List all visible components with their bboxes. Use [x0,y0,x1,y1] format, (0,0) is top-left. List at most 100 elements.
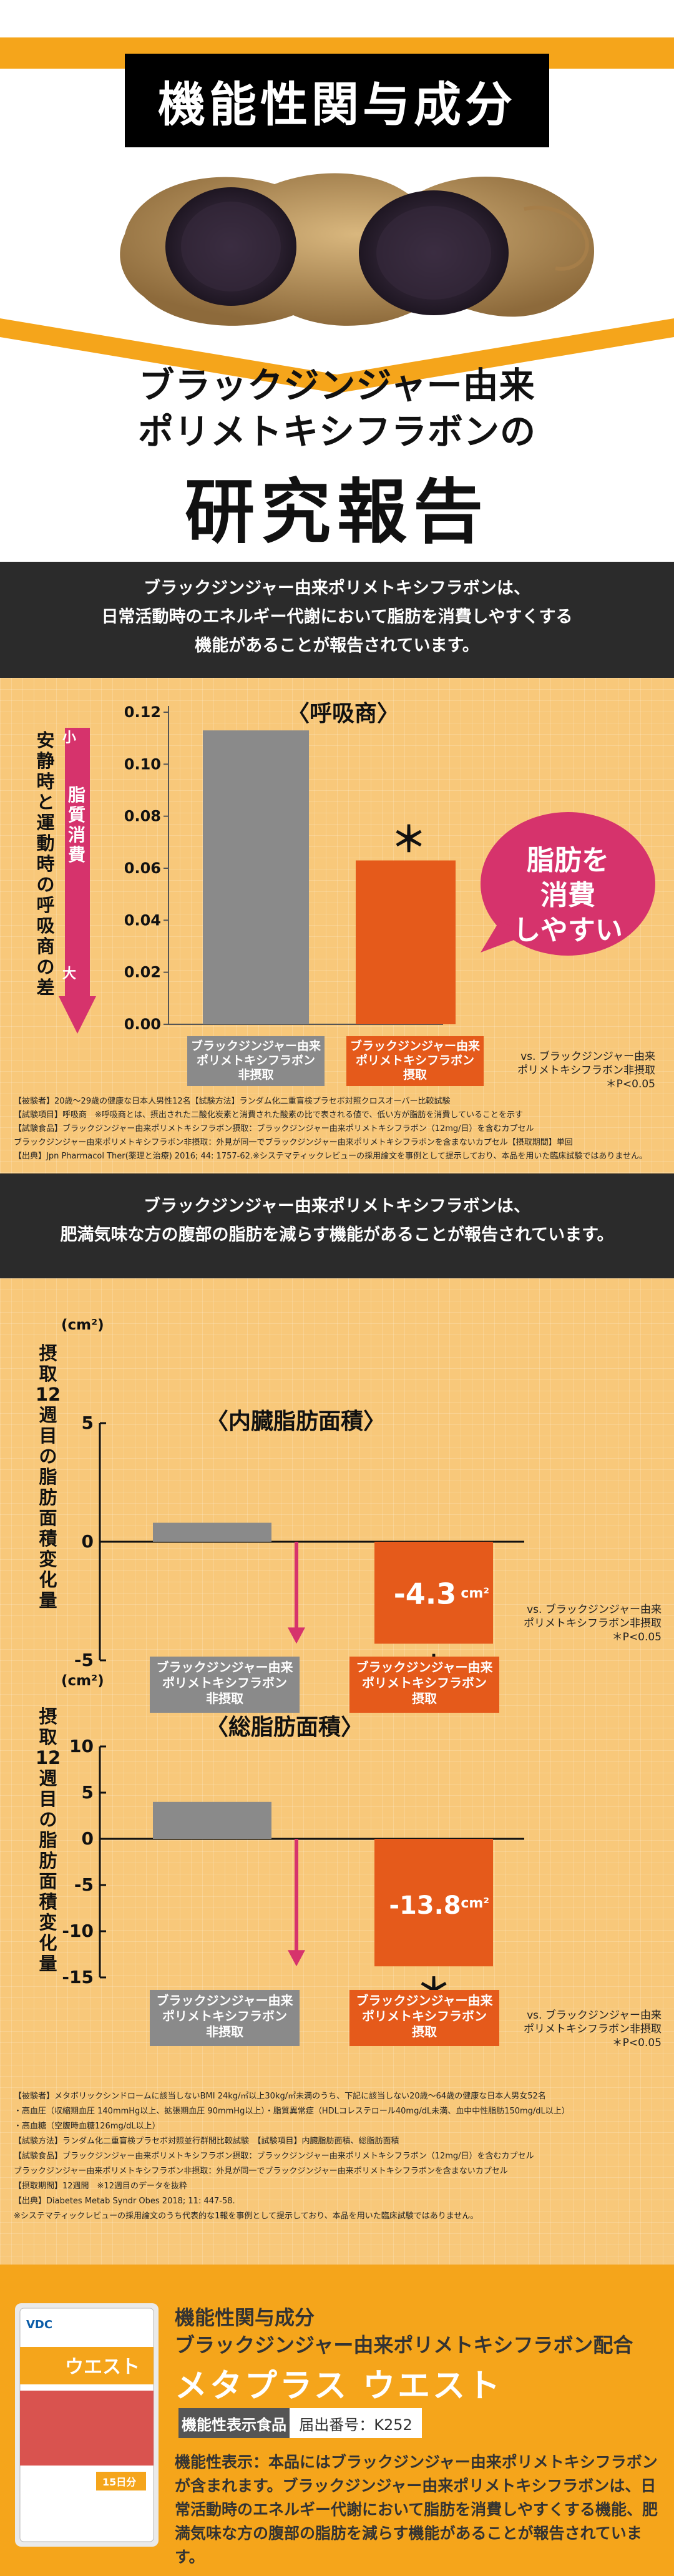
y-tick-label: 5 [82,1782,94,1803]
y-tick-label: 0 [82,1828,94,1849]
footnote-line: 【試験食品】ブラックジンジャー由来ポリメトキシフラボン摂取：ブラックジンジャー由… [14,1124,534,1134]
footer-subtitle-2: ブラックジンジャー由来ポリメトキシフラボン配合 [175,2333,633,2357]
category-line: ブラックジンジャー由来 ポリメトキシフラボン 摂取 [356,1993,493,2039]
vs-note: vs. ブラックジンジャー由来 ポリメトキシフラボン非摂取 ＊P<0.05 [499,1050,655,1091]
footnote-line: 【摂取期間】12週間 ※12週目のデータを抜粋 [14,2182,187,2191]
intro-2-line: 肥満気味な方の腹部の脂肪を減らす機能があることが報告されています。 [60,1225,614,1245]
category-line: ブラックジンジャー由来 ポリメトキシフラボン 摂取 [356,1660,493,1706]
footnote-line: 【被験者】20歳〜29歳の健康な日本人男性12名【試験方法】ランダム化二重盲検プ… [14,1097,451,1106]
notification-badge: 機能性表示食品 届出番号：K252 [178,2408,422,2438]
y-axis-label: 摂取12週目の脂肪面積変化量 [35,1343,61,1611]
footnote-line: 【被験者】メタボリックシンドロームに該当しないBMI 24kg/㎡以上30kg/… [14,2092,546,2101]
bar-non-intake [153,1522,271,1542]
footer-subtitle-1: 機能性関与成分 [175,2306,315,2329]
value-unit: cm² [461,1586,489,1602]
difference-arrow-head [288,1627,305,1644]
footnote-line: ブラックジンジャー由来ポリメトキシフラボン非摂取：外見が同一でブラックジンジャー… [14,2167,508,2176]
bar-non-intake [153,1801,271,1839]
fat-area-panel: (cm²) 摂取12週目の脂肪面積変化量 〈内臓脂肪面積〉 5 0 -5 -4.3 cm… [0,1278,674,2265]
category-label-non-intake: ブラックジンジャー由来 ポリメトキシフラボン 非摂取 [187,1036,325,1086]
y-tick-label: 0.08 [124,808,161,825]
y-tick-label: 10 [69,1736,94,1756]
hero-section: 機能性関与成分 ブラックジンジャー由 [0,0,674,562]
footnote-line: ※システマティックレビューの採用論文のうち代表的な1報を事例として提示しており、… [14,2211,479,2221]
footnote-line: 【試験方法】ランダム化二重盲検プラセボ対照並行群間比較試験 【試験項目】内臓脂肪… [14,2137,399,2146]
y-tick-label: 5 [82,1413,94,1433]
badge-number: 届出番号：K252 [290,2408,422,2438]
category-label-intake: ブラックジンジャー由来 ポリメトキシフラボン 摂取 [349,1990,499,2046]
arrow-fat-label: 脂質消費 [68,785,86,865]
hero-title: 機能性関与成分 [158,77,516,132]
significance-star: ＊ [391,820,426,861]
category-label-intake: ブラックジンジャー由来 ポリメトキシフラボン 摂取 [346,1036,484,1086]
vs-line: ＊P<0.05 [612,2037,662,2049]
respiratory-quotient-panel: 小 脂質消費 大 安静時と運動時の呼吸商の差 〈呼吸商〉 0.00 0.02 0.0… [0,678,674,1173]
black-ginger-image [120,173,595,326]
intro-1-line: 機能があることが報告されています。 [195,636,479,655]
category-label-non-intake: ブラックジンジャー由来 ポリメトキシフラボン 非摂取 [150,1990,300,2046]
pkg-name: ウエスト [65,2356,140,2378]
y-tick-label: -15 [62,1967,94,1987]
category-label-intake: ブラックジンジャー由来 ポリメトキシフラボン 摂取 [349,1657,499,1713]
category-line: ブラックジンジャー由来 ポリメトキシフラボン 非摂取 [156,1993,293,2039]
vs-line: vs. ブラックジンジャー由来 [520,1050,655,1063]
respiratory-quotient-chart: 0.00 0.02 0.04 0.06 0.08 0.10 0.12 ＊ [124,703,456,1033]
vs-line: vs. ブラックジンジャー由来 [527,2009,662,2022]
category-line: ブラックジンジャー由来 ポリメトキシフラボン 摂取 [349,1039,481,1082]
y-tick-label: 0 [82,1531,94,1552]
y-tick-label: -10 [62,1921,94,1941]
arrow-small-label: 小 [62,730,77,746]
intro-2-line: ブラックジンジャー由来ポリメトキシフラボンは、 [144,1197,530,1216]
pkg-days: 15日分 [102,2476,136,2488]
y-tick-label: 0.06 [124,859,161,877]
unit-label: (cm²) [61,1317,104,1333]
footnote-line: ・高血圧（収縮期血圧 140mmHg以上、拡張期血圧 90mmHg以上）・脂質異… [14,2107,570,2116]
vs-line: ＊P<0.05 [605,1078,655,1090]
y-tick-label: 0.00 [124,1016,161,1033]
burst-text: 脂肪を 消費 しやすい [474,843,662,948]
y-axis-label: 摂取12週目の脂肪面積変化量 [35,1706,61,1974]
vs-line: ポリメトキシフラボン非摂取 [517,1064,655,1077]
footnote-line: ブラックジンジャー由来ポリメトキシフラボン非摂取：外見が同一でブラックジンジャー… [14,1138,573,1147]
chart-title: 〈内臓脂肪面積〉 [206,1409,386,1434]
vs-line: ＊P<0.05 [612,1631,662,1643]
burst-line: しやすい [513,914,623,946]
vs-line: ポリメトキシフラボン非摂取 [524,2023,662,2035]
fat-consumption-arrow [59,728,96,1034]
difference-arrow-head [288,1950,305,1967]
category-label-non-intake: ブラックジンジャー由来 ポリメトキシフラボン 非摂取 [150,1657,300,1713]
bar-intake [356,860,456,1024]
y-tick-label: -5 [74,1650,94,1670]
y-tick-label: -5 [74,1874,94,1895]
hero-subtitle-1: ブラックジンジャー由来 [139,365,535,406]
burst-line: 脂肪を [527,845,609,876]
footnote-line: 【試験項目】呼吸商 ※呼吸商とは、摂出された二酸化炭素と消費された酸素の比で表さ… [14,1110,523,1120]
footnote-line: 【出典】Diabetes Metab Syndr Obes 2018; 11: … [14,2196,235,2206]
pkg-brand: VDC [26,2318,52,2331]
burst-shape [481,812,655,956]
chart-title: 〈呼吸商〉 [287,701,400,727]
product-name: メタプラス ウエスト [175,2368,503,2405]
y-tick-label: 0.04 [124,911,161,929]
product-footer: VDC ウエスト 15日分 機能性関与成分 ブラックジンジャー由来ポリメトキシフ… [0,2265,674,2576]
value-unit: cm² [461,1896,489,1911]
footnote-line: 【試験食品】ブラックジンジャー由来ポリメトキシフラボン摂取：ブラックジンジャー由… [14,2152,534,2161]
bar-intake [374,1542,493,1644]
category-line: ブラックジンジャー由来 ポリメトキシフラボン 非摂取 [156,1660,293,1706]
unit-label: (cm²) [61,1673,104,1689]
category-line: ブラックジンジャー由来 ポリメトキシフラボン 非摂取 [190,1039,321,1082]
product-package: VDC ウエスト 15日分 [15,2303,159,2547]
intro-1-line: 日常活動時のエネルギー代謝において脂肪を消費しやすくする [101,607,573,627]
vs-note: vs. ブラックジンジャー由来 ポリメトキシフラボン非摂取 ＊P<0.05 [512,2009,662,2050]
y-tick-label: 0.02 [124,964,161,981]
chart-title: 〈総脂肪面積〉 [206,1715,364,1740]
burst-badge: 脂肪を 消費 しやすい [474,809,662,971]
value-label: -13.8 [389,1891,461,1920]
bar-non-intake [203,730,309,1024]
vs-line: vs. ブラックジンジャー由来 [527,1604,662,1616]
badge-label: 機能性表示食品 [178,2408,290,2438]
arrow-large-label: 大 [62,966,77,982]
